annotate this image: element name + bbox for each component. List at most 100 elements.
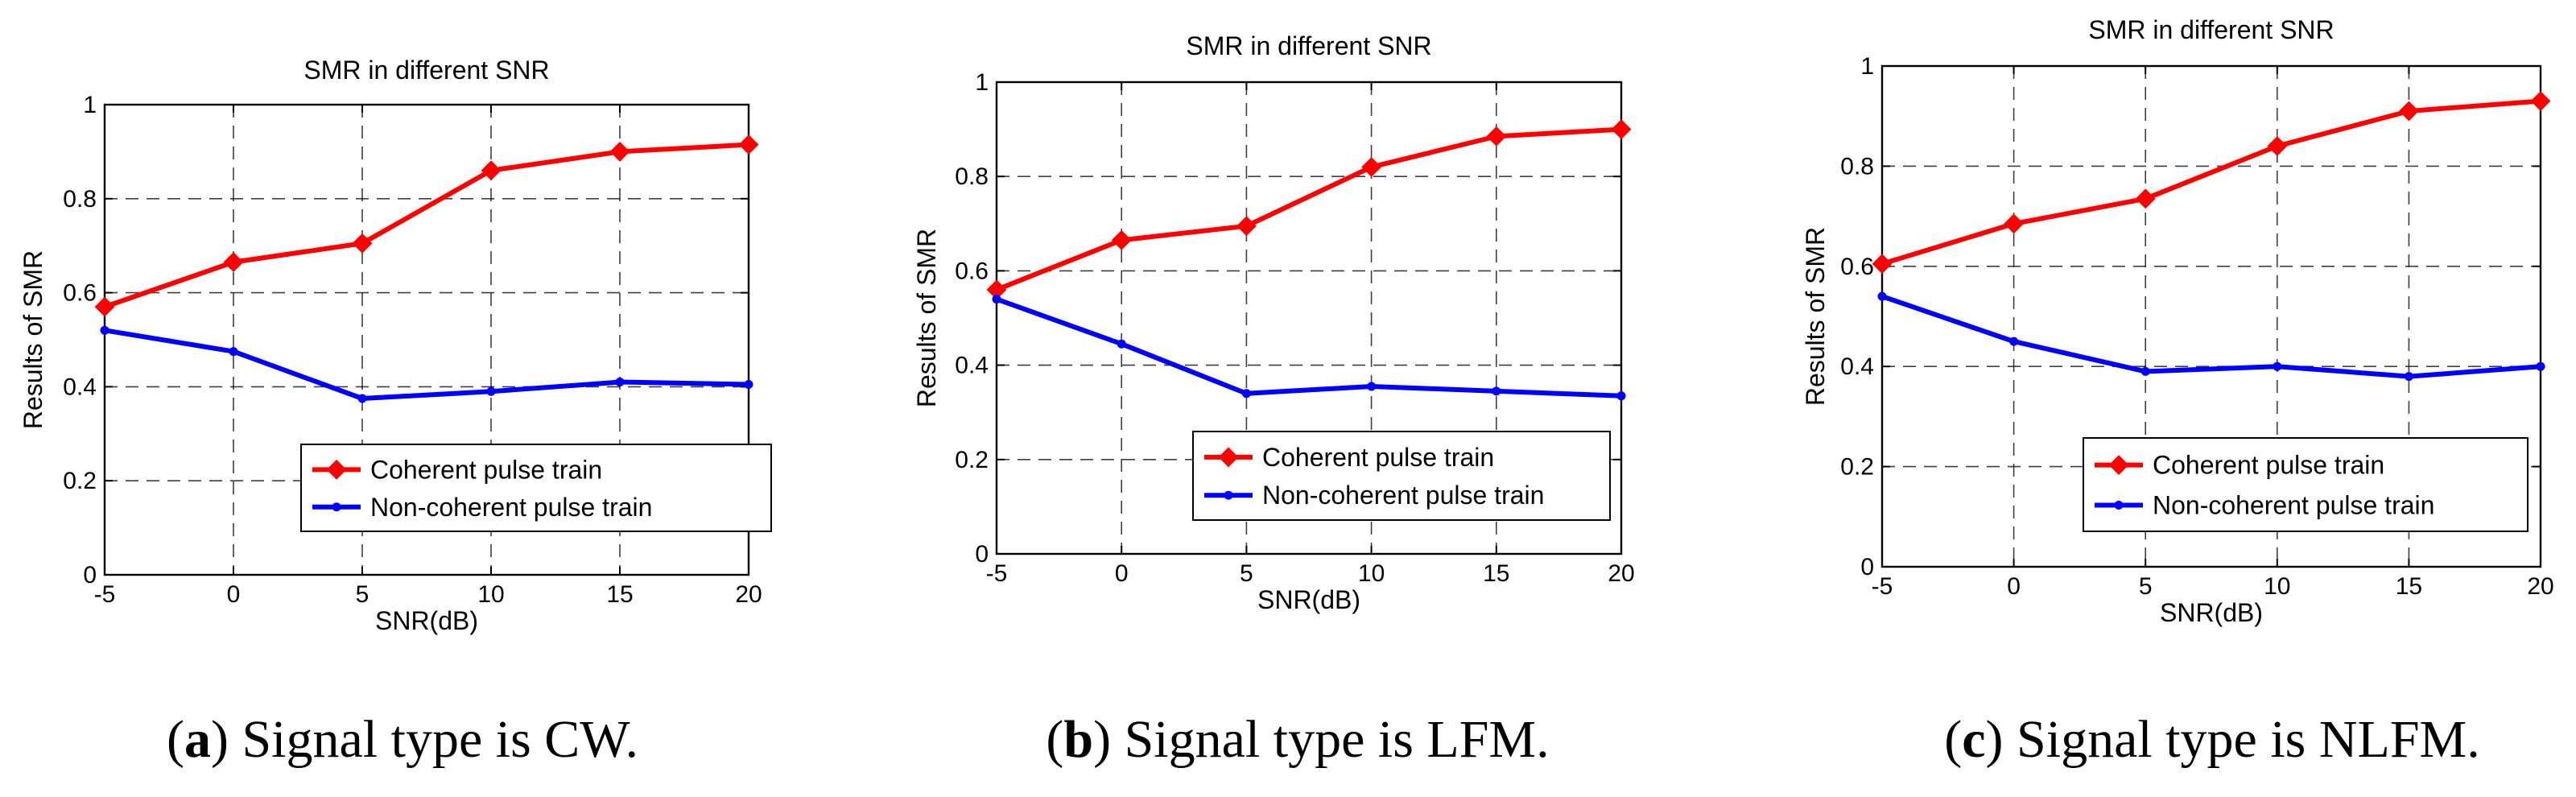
plot-area-frame <box>995 81 1623 555</box>
x-tick-label: 20 <box>2527 573 2553 600</box>
legend-box <box>2083 437 2529 532</box>
chart-panel-c: SMR in different SNR-5 0 5 10 15 2000.20.40.6… <box>1801 15 2554 769</box>
data-point <box>100 325 109 335</box>
plot-area-frame <box>103 103 750 576</box>
data-point-diamond <box>1611 119 1632 140</box>
caption-paren-open: ( <box>1944 710 1962 769</box>
data-point-diamond <box>609 141 630 162</box>
data-point-diamond <box>1236 216 1257 237</box>
caption-paren-close: ) <box>211 710 229 769</box>
caption-label: c <box>1962 710 1985 769</box>
x-tick-label: 0 <box>227 581 241 608</box>
legend-label: Non-coherent pulse train <box>2153 491 2434 520</box>
series-line <box>104 328 749 401</box>
series-coherent <box>986 119 1632 300</box>
y-tick-label: 0.8 <box>1840 153 1874 180</box>
x-tick-label: 15 <box>2396 573 2422 600</box>
legend-label: Non-coherent pulse train <box>1262 481 1544 510</box>
caption-label: a <box>184 710 211 769</box>
y-axis-label: Results of SMR <box>19 250 47 429</box>
legend: Coherent pulse train Non-coherent pulse t… <box>1192 431 1611 521</box>
y-tick-label: 0.6 <box>63 280 97 307</box>
data-point <box>1241 389 1251 398</box>
data-point-diamond <box>2267 136 2288 156</box>
data-point <box>2536 361 2545 371</box>
data-point <box>2140 366 2150 376</box>
legend-box <box>300 444 772 532</box>
y-tick-label: 0.8 <box>955 163 989 190</box>
caption-text: Signal type is CW. <box>229 710 638 769</box>
data-point-diamond <box>481 160 502 181</box>
x-axis-label: SNR(dB) <box>1257 585 1360 614</box>
legend-marker-point <box>332 502 341 512</box>
y-tick-label: 0 <box>1860 554 1874 580</box>
y-tick-label: 0 <box>83 562 97 588</box>
panel-caption: (c) Signal type is NLFM. <box>1944 710 2479 769</box>
y-tick-label: 1 <box>975 69 989 96</box>
legend-marker-diamond <box>326 459 347 480</box>
data-point-diamond <box>223 252 244 273</box>
legend-box <box>1192 431 1611 521</box>
x-axis-label: SNR(dB) <box>375 606 478 635</box>
x-axis-label: SNR(dB) <box>2160 598 2263 627</box>
panel-caption: (a) Signal type is CW. <box>167 710 638 769</box>
y-tick-label: 1 <box>1860 53 1874 80</box>
data-point <box>486 386 496 396</box>
y-axis-label: Results of SMR <box>912 229 941 407</box>
series-noncoherent <box>992 295 1626 401</box>
data-point-diamond <box>352 233 373 254</box>
y-tick-label: 0.6 <box>955 258 989 284</box>
x-tick-label: 15 <box>606 581 633 608</box>
legend-label: Coherent pulse train <box>1262 443 1494 472</box>
data-point-diamond <box>1486 126 1507 147</box>
data-point-diamond <box>1111 229 1132 250</box>
chart-panel-a: SMR in different SNR-5 0 5 10 15 2000.20.40.6… <box>19 56 772 769</box>
series-coherent <box>1872 91 2551 275</box>
y-tick-label: 0.6 <box>1840 254 1874 280</box>
caption-text: Signal type is LFM. <box>1111 710 1550 769</box>
series-line <box>1881 98 2541 266</box>
series-coherent <box>94 134 759 317</box>
data-point-diamond <box>1872 254 1893 275</box>
caption-paren-open: ( <box>167 710 184 769</box>
legend-marker-diamond <box>1218 447 1239 468</box>
caption-paren-close: ) <box>1986 710 2004 769</box>
x-tick-label: -5 <box>1872 573 1893 600</box>
y-tick-label: 0.4 <box>1840 353 1874 380</box>
data-point <box>744 379 753 389</box>
series-line <box>995 296 1622 398</box>
x-tick-label: 10 <box>477 581 504 608</box>
chart-panel-b: SMR in different SNR-5 0 5 10 15 2000.20.40.6… <box>912 31 1635 769</box>
data-point <box>229 347 238 357</box>
y-tick-label: 0.4 <box>63 374 97 400</box>
grid <box>997 82 1621 554</box>
chart-title: SMR in different SNR <box>2088 15 2334 44</box>
chart-title: SMR in different SNR <box>1186 31 1431 60</box>
data-point <box>615 378 625 387</box>
chart-title: SMR in different SNR <box>303 56 549 85</box>
x-tick-label: -5 <box>94 581 116 608</box>
caption-paren-close: ) <box>1093 710 1111 769</box>
y-axis-label: Results of SMR <box>1801 227 1830 406</box>
data-point <box>1616 391 1626 401</box>
legend: Coherent pulse train Non-coherent pulse t… <box>300 444 772 532</box>
data-point <box>1367 382 1377 391</box>
x-tick-label: 10 <box>2264 573 2290 600</box>
caption-paren-open: ( <box>1046 710 1063 769</box>
x-tick-label: 0 <box>2007 573 2021 600</box>
x-tick-label: 20 <box>735 581 762 608</box>
legend: Coherent pulse train Non-coherent pulse t… <box>2083 437 2529 532</box>
data-point-diamond <box>94 296 115 317</box>
caption-label: b <box>1063 710 1093 769</box>
y-tick-label: 0.2 <box>63 468 97 494</box>
data-point-diamond <box>2398 101 2419 122</box>
data-point <box>1877 291 1887 301</box>
x-tick-label: 0 <box>1115 560 1129 587</box>
y-tick-label: 0.4 <box>955 353 989 379</box>
x-tick-label: 15 <box>1483 560 1509 587</box>
legend-marker-point <box>1224 490 1233 500</box>
y-tick-label: 0.8 <box>63 186 97 213</box>
x-tick-label: 10 <box>1358 560 1385 587</box>
x-tick-label: -5 <box>986 560 1008 587</box>
